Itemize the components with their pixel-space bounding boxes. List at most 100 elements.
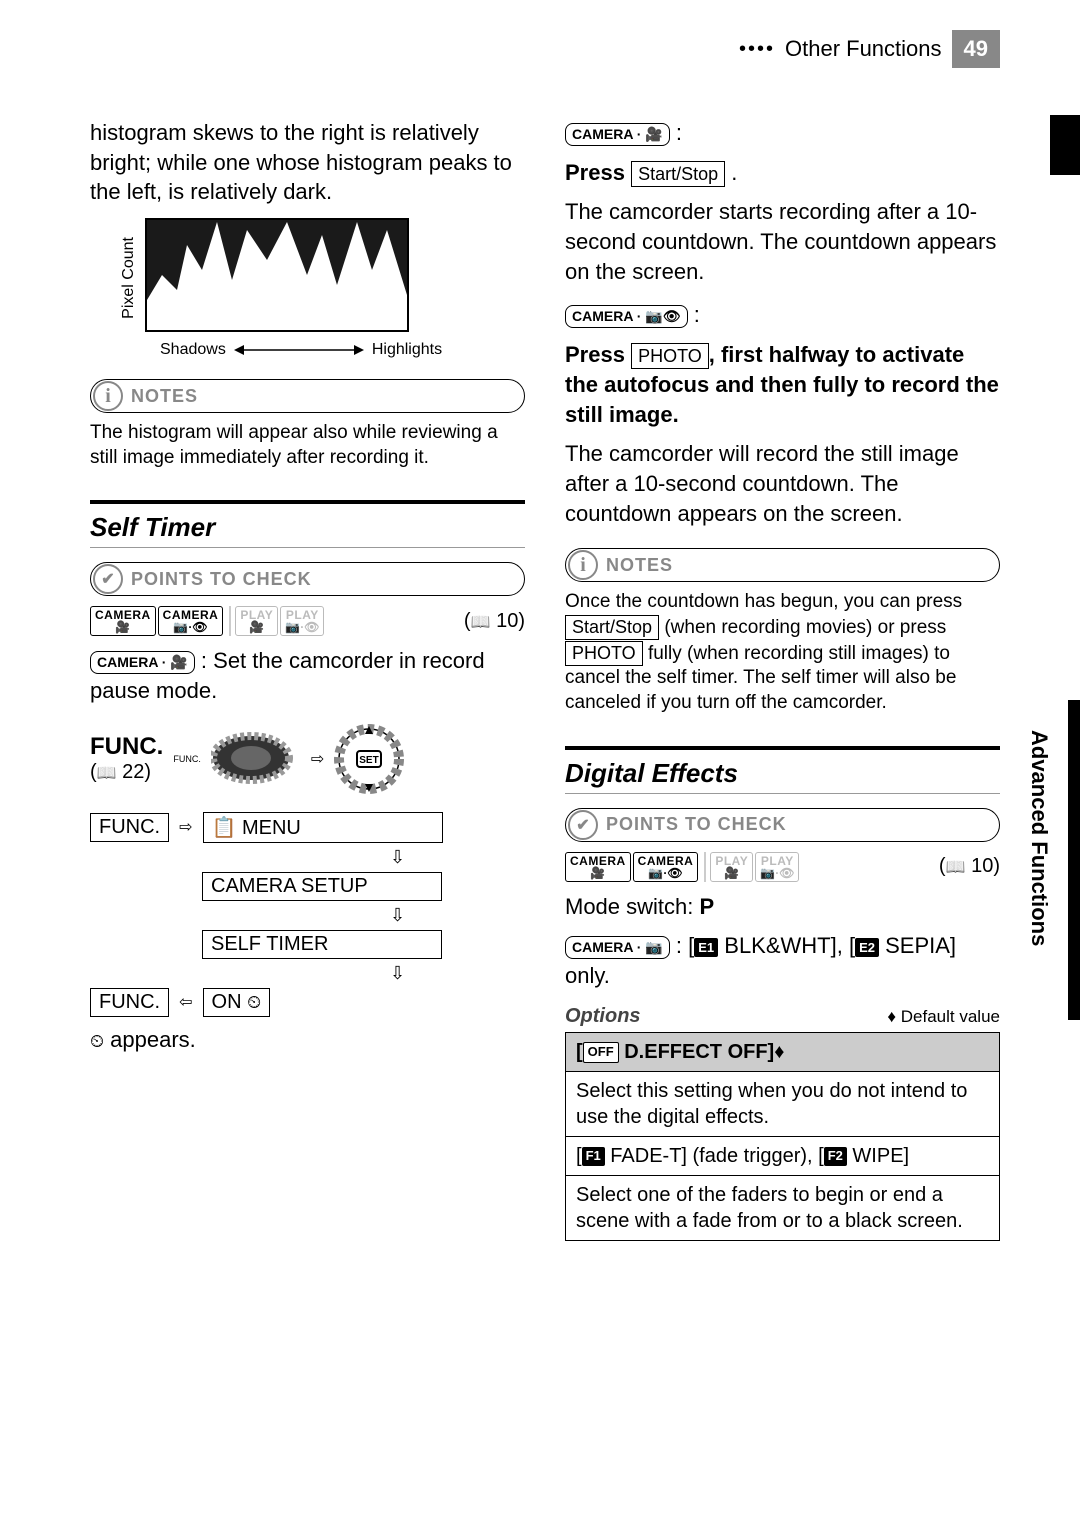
page-ref: ( 10) (464, 610, 525, 633)
func-box: FUNC. (90, 988, 169, 1017)
mode-badges-row: CAMERA🎥 CAMERA📷·👁 PLAY🎥 PLAY📷·👁 ( 10) (565, 852, 1000, 882)
options-title: Options (565, 1005, 641, 1028)
photo-key: PHOTO (565, 641, 643, 666)
option-row-fade: [F1 FADE-T] (fade trigger), [F2 WIPE] (566, 1136, 999, 1175)
mode-separator (704, 852, 706, 882)
menu-chain: FUNC. ⇨ 📋 MENU ⇩ CAMERA SETUP ⇩ SELF TIM… (90, 812, 525, 1017)
timer-icon (90, 1027, 104, 1052)
mode-play-video: PLAY🎥 (235, 606, 278, 636)
camera-video-badge: CAMERA · 🎥 (565, 123, 670, 146)
axis-arrow (234, 343, 364, 357)
mode-camera-video: CAMERA🎥 (90, 606, 156, 636)
arrow-right-icon: ⇨ (311, 749, 324, 769)
notes-heading: NOTES (565, 548, 1000, 582)
self-timer-box: SELF TIMER (202, 930, 442, 959)
mode-badges-row: CAMERA🎥 CAMERA📷·👁 PLAY🎥 PLAY📷·👁 ( 10) (90, 606, 525, 636)
histogram-svg (144, 217, 410, 333)
header-dots: •••• (739, 38, 775, 61)
f2-badge: F2 (824, 1147, 847, 1166)
info-icon (568, 550, 598, 580)
func-box: FUNC. (90, 813, 169, 842)
press-photo-line: Press PHOTO, first halfway to activate t… (565, 340, 1000, 429)
notes2-text: Once the countdown has begun, you can pr… (565, 590, 1000, 715)
record-pause-line: CAMERA · 🎥 : Set the camcorder in record… (90, 646, 525, 705)
off-badge: OFF (583, 1042, 619, 1063)
histogram-ylabel: Pixel Count (120, 237, 138, 319)
menu-box: 📋 MENU (203, 812, 443, 843)
press-start-line: Press Start/Stop . (565, 158, 1000, 188)
check-icon (93, 564, 123, 594)
self-timer-title: Self Timer (90, 512, 525, 543)
info-icon (93, 381, 123, 411)
joystick-art: SET (334, 724, 404, 794)
arrow-down-icon: ⇩ (270, 847, 525, 868)
points-heading: POINTS TO CHECK (565, 808, 1000, 842)
options-table: [OFF D.EFFECT OFF]♦ Select this setting … (565, 1032, 1000, 1241)
mode-camera-photo: CAMERA📷·👁 (158, 606, 224, 636)
intro-text: histogram skews to the right is relative… (90, 118, 525, 207)
rule (90, 500, 525, 504)
points-label: POINTS TO CHECK (606, 814, 787, 835)
effects-only-line: CAMERA · 📷 : [E1 BLK&WHT], [E2 SEPIA] on… (565, 931, 1000, 990)
arrow-down-icon: ⇩ (270, 905, 525, 926)
camera-photo-badge: CAMERA · 📷👁 (565, 305, 688, 328)
func-ref: ( 22) (90, 761, 163, 784)
book-icon (97, 761, 117, 783)
check-icon (568, 810, 598, 840)
sub-rule (565, 793, 1000, 794)
press2-text: The camcorder will record the still imag… (565, 439, 1000, 528)
arrow-right-icon: ⇨ (179, 817, 192, 837)
histogram-axis: Shadows Highlights (160, 341, 525, 359)
start-stop-key: Start/Stop (565, 615, 659, 640)
mode-camera-video: CAMERA🎥 (565, 852, 631, 882)
timer-icon (247, 991, 261, 1013)
digital-effects-title: Digital Effects (565, 758, 1000, 789)
option-row-off: [OFF D.EFFECT OFF]♦ (566, 1033, 999, 1071)
mode-play-photo: PLAY📷·👁 (755, 852, 799, 882)
page-ref: ( 10) (939, 855, 1000, 878)
thumb-tab (1050, 115, 1080, 175)
book-icon (471, 610, 491, 632)
histogram-figure: Pixel Count (120, 217, 525, 333)
appears-line: appears. (90, 1025, 525, 1055)
page-number: 49 (952, 30, 1000, 68)
camera-video-badge: CAMERA · 🎥 (90, 651, 195, 674)
camera-photo-line: CAMERA · 📷👁 : (565, 300, 1000, 330)
arrow-down-icon: ⇩ (270, 963, 525, 984)
mode-play-video: PLAY🎥 (710, 852, 753, 882)
header-label: Other Functions (785, 36, 942, 62)
e2-badge: E2 (855, 938, 879, 958)
right-column: CAMERA · 🎥 : Press Start/Stop . The camc… (565, 118, 1000, 1241)
e1-badge: E1 (694, 938, 718, 958)
book-icon (946, 855, 966, 877)
options-header: Options ♦ Default value (565, 1005, 1000, 1028)
notes-label: NOTES (131, 386, 198, 407)
func-small: FUNC. (173, 754, 201, 764)
side-section-label: Advanced Functions (1026, 730, 1052, 946)
press1-text: The camcorder starts recording after a 1… (565, 197, 1000, 286)
arrow-left-icon: ⇦ (179, 992, 192, 1012)
points-label: POINTS TO CHECK (131, 569, 312, 590)
svg-text:SET: SET (360, 755, 379, 766)
camera-video-line: CAMERA · 🎥 : (565, 118, 1000, 148)
rule (565, 746, 1000, 750)
option-fade-desc: Select one of the faders to begin or end… (566, 1175, 999, 1240)
mode-separator (229, 606, 231, 636)
option-off-desc: Select this setting when you do not inte… (566, 1071, 999, 1136)
mode-switch-line: Mode switch: P (565, 892, 1000, 922)
camera-setup-box: CAMERA SETUP (202, 872, 442, 901)
points-heading: POINTS TO CHECK (90, 562, 525, 596)
sub-rule (90, 547, 525, 548)
side-bar (1068, 700, 1080, 1020)
on-box: ON (203, 988, 271, 1017)
camera-photo-badge: CAMERA · 📷 (565, 936, 670, 959)
notes-label: NOTES (606, 555, 673, 576)
default-note: ♦ Default value (887, 1007, 1000, 1027)
func-label: FUNC. (90, 733, 163, 761)
notes-text: The histogram will appear also while rev… (90, 421, 525, 470)
start-stop-key: Start/Stop (631, 161, 725, 187)
highlights-label: Highlights (372, 341, 442, 359)
left-column: histogram skews to the right is relative… (90, 118, 525, 1241)
f1-badge: F1 (582, 1147, 605, 1166)
notes-heading: NOTES (90, 379, 525, 413)
